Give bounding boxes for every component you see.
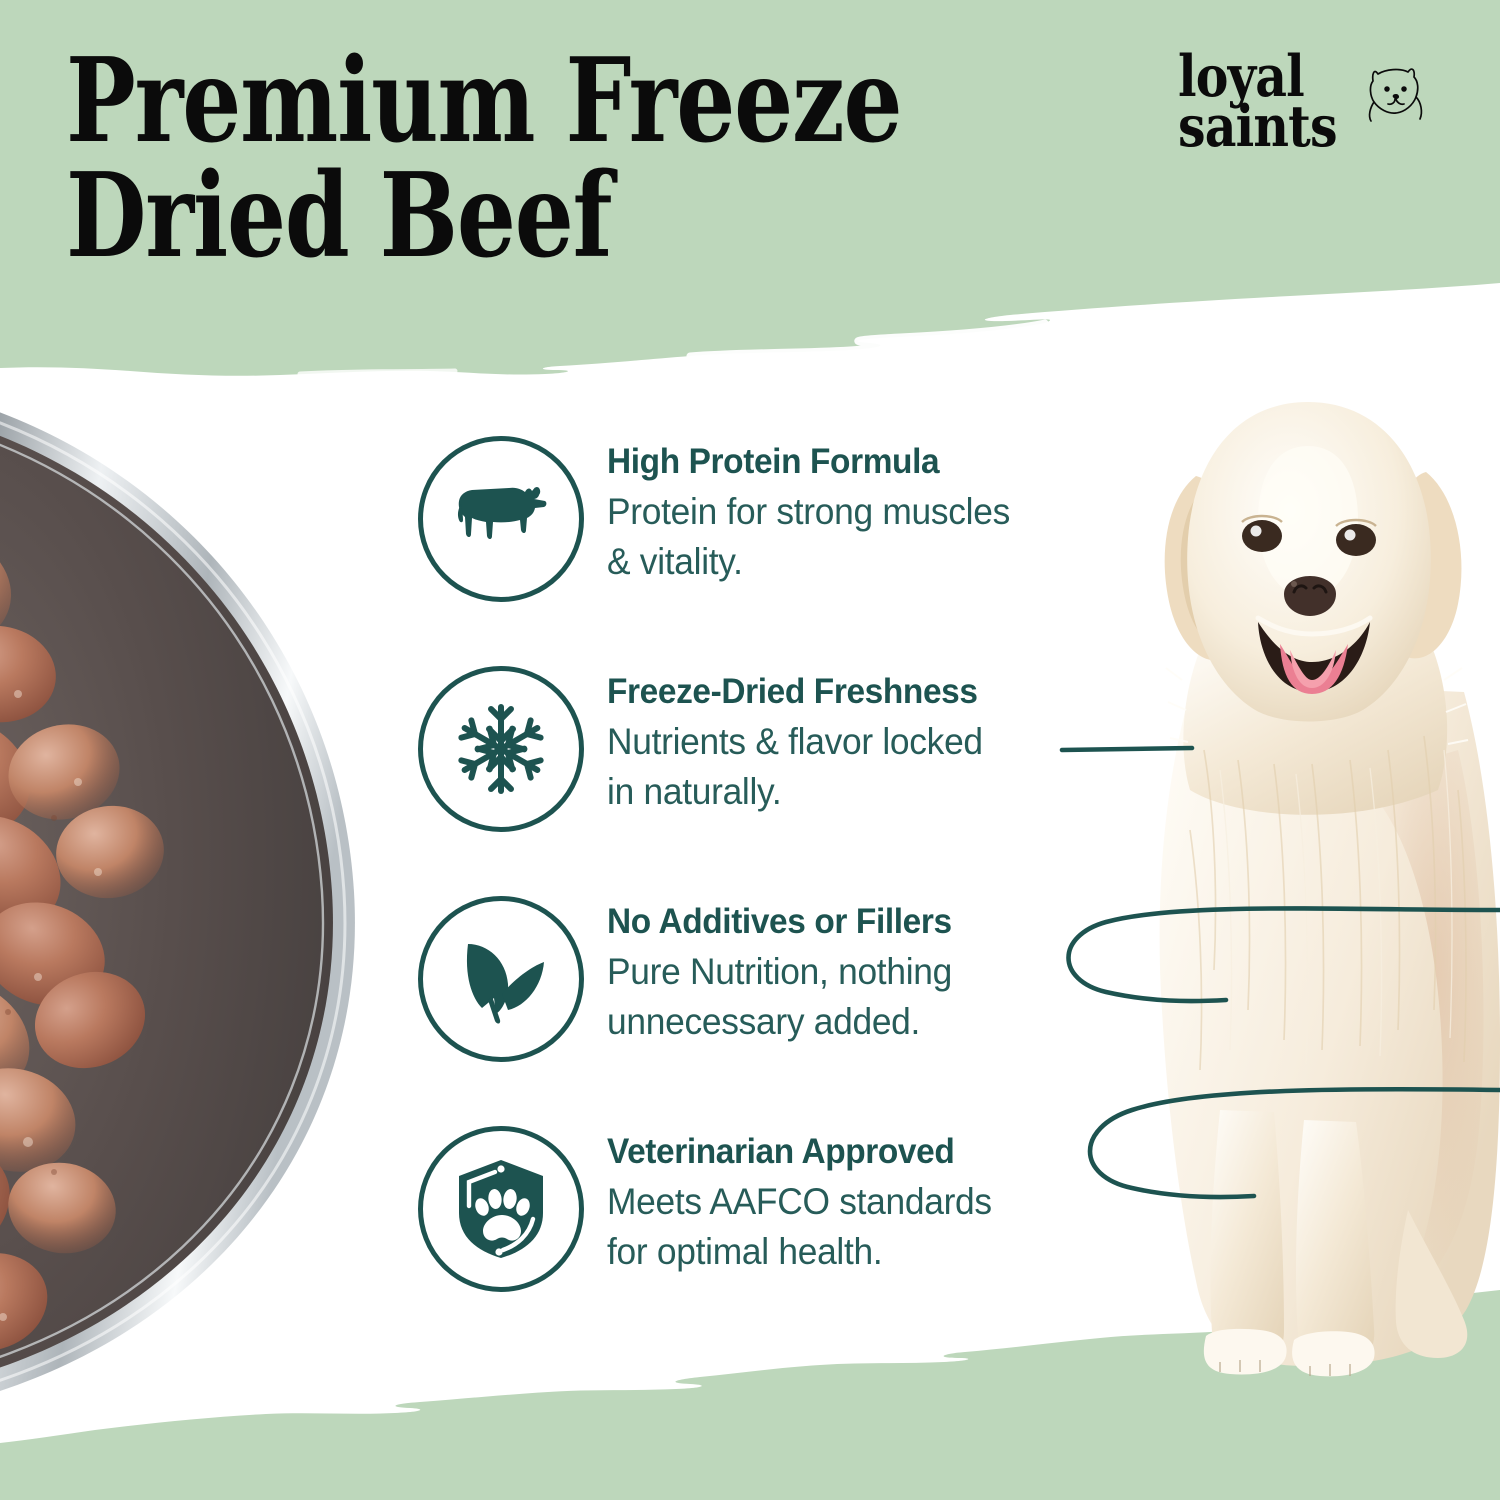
dog-photo bbox=[1108, 350, 1500, 1380]
leaf-icon bbox=[418, 896, 584, 1062]
feature-text-freeze-dried: Freeze-Dried Freshness Nutrients & flavo… bbox=[607, 672, 1107, 816]
feature-item-no-additives: No Additives or Fillers Pure Nutrition, … bbox=[418, 896, 1118, 1126]
feature-text-vet-approved: Veterinarian Approved Meets AAFCO standa… bbox=[607, 1132, 1107, 1276]
feature-body: Meets AAFCO standards for optimal health… bbox=[607, 1181, 992, 1272]
snowflake-icon bbox=[418, 666, 584, 832]
headline-line-2: Dried Beef bbox=[66, 147, 612, 284]
feature-body: Protein for strong muscles & vitality. bbox=[607, 491, 1010, 582]
feature-title: No Additives or Fillers bbox=[607, 902, 952, 941]
connector-line-1 bbox=[1059, 745, 1195, 753]
dog-head-icon bbox=[1368, 68, 1423, 122]
connector-lines bbox=[1040, 690, 1500, 1250]
feature-item-vet-approved: Veterinarian Approved Meets AAFCO standa… bbox=[418, 1126, 1118, 1356]
feature-title: Veterinarian Approved bbox=[607, 1132, 955, 1171]
feature-item-freeze-dried: Freeze-Dried Freshness Nutrients & flavo… bbox=[418, 666, 1118, 896]
feature-body: Pure Nutrition, nothing unnecessary adde… bbox=[607, 951, 953, 1042]
feature-item-high-protein: High Protein Formula Protein for strong … bbox=[418, 436, 1118, 666]
cow-icon bbox=[418, 436, 584, 602]
brand-logo-line-1: loyal bbox=[1178, 43, 1305, 110]
shield-paw-icon bbox=[418, 1126, 584, 1292]
brand-logo-wordmark: loyal saints bbox=[1178, 43, 1338, 161]
feature-text-high-protein: High Protein Formula Protein for strong … bbox=[607, 442, 1107, 586]
connector-line-2 bbox=[1066, 906, 1500, 1004]
product-photo-bowl bbox=[0, 352, 410, 1442]
headline-line-1: Premium Freeze bbox=[66, 33, 903, 169]
feature-title: Freeze-Dried Freshness bbox=[607, 672, 978, 711]
page-title: Premium Freeze Dried Beef bbox=[66, 33, 903, 284]
feature-body: Nutrients & flavor locked in naturally. bbox=[607, 721, 983, 812]
feature-list: High Protein Formula Protein for strong … bbox=[418, 436, 1118, 1356]
feature-title: High Protein Formula bbox=[607, 442, 940, 481]
brand-logo-line-2: saints bbox=[1178, 93, 1338, 161]
feature-text-no-additives: No Additives or Fillers Pure Nutrition, … bbox=[607, 902, 1107, 1046]
brand-logo[interactable]: loyal saints bbox=[1178, 43, 1428, 180]
connector-line-3 bbox=[1087, 1086, 1500, 1200]
